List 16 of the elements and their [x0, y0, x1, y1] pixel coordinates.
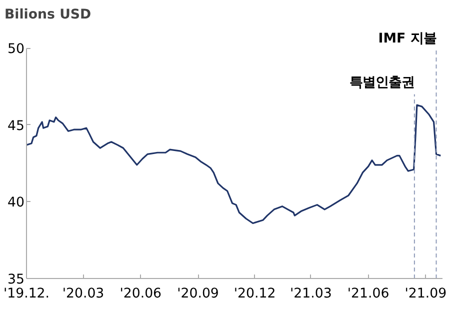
x-tick-label: '21.09 — [404, 286, 447, 302]
x-tick-label: '20.12 — [234, 286, 276, 302]
ref-line-label: 특별인출권 — [349, 75, 414, 90]
y-tick-label: 40 — [8, 196, 25, 211]
x-tick-label: '20.06 — [120, 286, 162, 302]
line-series — [26, 104, 442, 224]
y-tick-label: 50 — [8, 42, 25, 58]
x-tick-label: '20.03 — [62, 286, 104, 302]
x-tick-label: '21.03 — [290, 286, 332, 302]
y-axis-title: Bilions USD — [4, 8, 92, 22]
x-tick-label: '20.09 — [177, 286, 219, 302]
x-tick-label: '19.12. — [3, 286, 50, 302]
x-tick-label: '21.06 — [347, 286, 390, 302]
y-tick-label: 45 — [8, 118, 25, 134]
ref-line-label: IMF 지불 — [378, 32, 436, 47]
y-tick-label: 35 — [8, 272, 25, 288]
